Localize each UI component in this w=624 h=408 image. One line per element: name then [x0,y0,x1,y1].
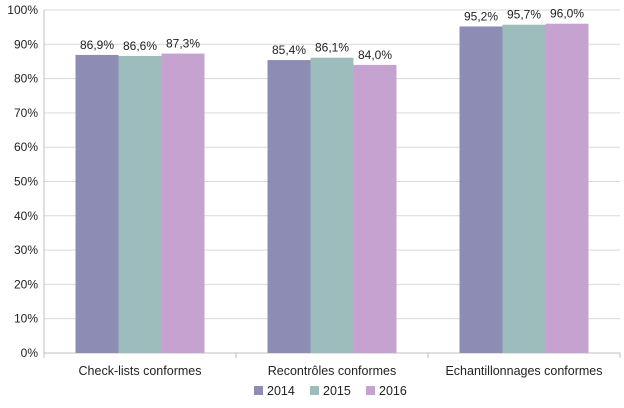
bar-2014 [459,26,503,354]
x-category-label: Echantillonnages conformes [445,364,602,378]
y-tick-label: 30% [14,243,38,257]
legend-swatch-2016 [366,386,375,395]
legend-label-2016: 2016 [379,384,407,398]
bar-2014 [267,60,311,353]
y-tick-label: 100% [7,3,38,17]
bar-2015 [118,55,162,353]
y-tick-label: 40% [14,209,38,223]
bar-2016 [353,64,397,353]
bar-2015 [310,57,354,353]
y-tick-label: 50% [14,175,38,189]
data-label: 85,4% [272,43,306,57]
bars [75,23,589,354]
legend-label-2015: 2015 [323,384,351,398]
data-label: 84,0% [358,48,392,62]
data-label: 95,2% [464,9,498,23]
x-category-label: Check-lists conformes [79,364,202,378]
bar-2016 [161,53,205,353]
data-label: 96,0% [550,7,584,21]
data-label: 86,1% [315,41,349,55]
data-label: 87,3% [166,37,200,51]
y-tick-label: 70% [14,106,38,120]
legend: 2014 2015 2016 [254,384,407,398]
legend-swatch-2014 [254,386,263,395]
x-category-label: Recontrôles conformes [268,364,397,378]
legend-label-2014: 2014 [267,384,295,398]
legend-swatch-2015 [310,386,319,395]
y-tick-label: 0% [21,346,39,360]
data-label: 95,7% [507,8,541,22]
y-tick-label: 80% [14,72,38,86]
data-label: 86,9% [80,38,114,52]
y-tick-label: 20% [14,277,38,291]
data-labels: 86,9% 86,6% 87,3% 85,4% 86,1% 84,0% 95,2% 95,7%… [80,7,584,62]
data-label: 86,6% [123,39,157,53]
bar-2014 [75,54,119,354]
y-tick-label: 90% [14,37,38,51]
y-tick-label: 60% [14,140,38,154]
bar-2015 [502,24,546,354]
y-tick-label: 10% [14,312,38,326]
bar-2016 [545,23,589,353]
